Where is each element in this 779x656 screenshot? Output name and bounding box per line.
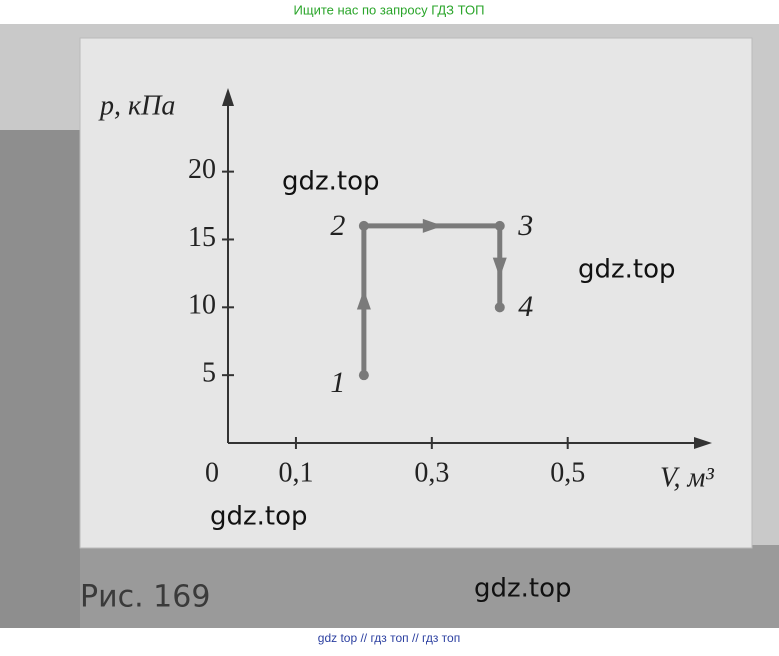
point (494, 220, 505, 231)
point (494, 302, 505, 313)
point-label: 3 (517, 209, 533, 242)
x-tick-label: 0,5 (550, 457, 585, 488)
x-axis-arrow (694, 437, 712, 449)
y-tick-label: 20 (188, 154, 216, 185)
direction-arrow (492, 257, 507, 278)
point-label: 2 (330, 209, 345, 242)
header-bar (0, 0, 779, 24)
footer: gdz top // гдз топ // гдз топ (318, 631, 460, 645)
point-label: 4 (518, 290, 533, 323)
point (358, 220, 369, 231)
caption: Рис. 169 (80, 580, 210, 615)
watermark: gdz.top (578, 255, 676, 285)
point (358, 370, 369, 381)
figure-panel (79, 37, 753, 549)
watermark: gdz.top (474, 574, 572, 604)
direction-arrow (422, 218, 443, 233)
watermark: gdz.top (210, 502, 308, 532)
y-tick-label: 10 (188, 290, 216, 321)
y-axis-arrow (222, 88, 234, 106)
y-axis-label: p, кПа (98, 90, 175, 121)
dark-band (80, 545, 779, 630)
x-tick-label: 0 (205, 457, 219, 488)
watermark: gdz.top (282, 167, 380, 197)
y-tick-label: 15 (188, 222, 216, 253)
x-axis-label: V, м³ (660, 462, 714, 493)
direction-arrow (356, 289, 371, 310)
footer-bar (0, 628, 779, 651)
y-tick-label: 5 (202, 358, 216, 389)
point-label: 1 (330, 366, 345, 399)
x-tick-label: 0,3 (414, 457, 449, 488)
header: Ищите нас по запросу ГДЗ ТОП (294, 2, 485, 17)
x-tick-label: 0,1 (278, 457, 313, 488)
dark-band (0, 130, 80, 630)
